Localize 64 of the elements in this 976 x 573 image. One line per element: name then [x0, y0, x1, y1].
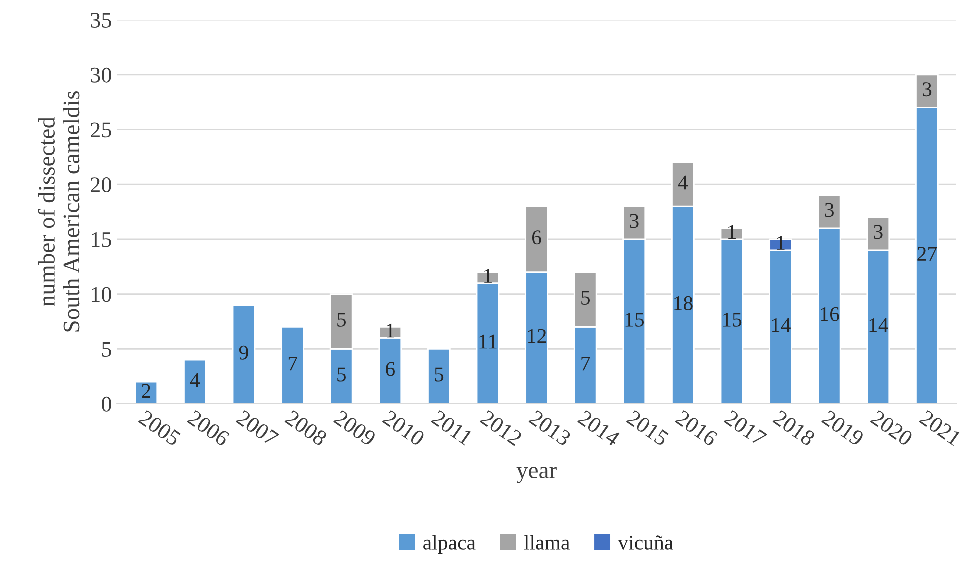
- data-label: 16: [821, 307, 840, 322]
- x-tick-label: 2019: [821, 410, 865, 447]
- data-label: 27: [918, 247, 938, 261]
- data-label: 5: [582, 291, 590, 305]
- y-tick-label: 35: [91, 13, 112, 28]
- data-label: 1: [484, 269, 492, 283]
- y-tick-label: 20: [91, 178, 112, 193]
- x-tick-label: 2005: [138, 410, 182, 447]
- data-label: 3: [874, 225, 883, 240]
- x-tick-label: 2017: [724, 410, 768, 447]
- x-tick-label: 2015: [626, 410, 670, 447]
- data-label: 6: [386, 362, 395, 376]
- bar: [281, 326, 304, 404]
- data-label: 7: [582, 356, 590, 371]
- data-label: 3: [922, 82, 932, 97]
- data-label: 11: [480, 334, 497, 349]
- data-label: 2: [142, 384, 150, 398]
- bar: [134, 381, 158, 404]
- data-label: 5: [435, 368, 444, 382]
- x-tick-label: 2010: [382, 410, 426, 447]
- data-label: 14: [772, 318, 791, 332]
- y-tick-label: 0: [102, 396, 112, 412]
- data-label: 9: [239, 346, 248, 360]
- x-tick-label: 2012: [480, 410, 524, 446]
- data-label: 1: [728, 225, 736, 239]
- bar: [232, 304, 256, 404]
- bar: [184, 359, 207, 404]
- data-label: 6: [532, 230, 542, 245]
- x-tick-label: 2009: [333, 410, 377, 447]
- x-tick-label: 2006: [187, 410, 231, 447]
- y-axis-title: number of dissected South American cameldis: [38, 92, 80, 332]
- y-tick-label: 30: [91, 68, 112, 83]
- data-label: 5: [338, 368, 346, 382]
- data-label: 4: [678, 176, 688, 190]
- data-label: 7: [288, 356, 298, 371]
- data-label: 3: [825, 203, 834, 218]
- x-tick-label: 2008: [284, 410, 328, 447]
- data-label: 3: [630, 214, 639, 228]
- data-label: 15: [723, 312, 742, 327]
- legend-label: llama: [524, 535, 570, 550]
- x-tick-label: 2013: [528, 410, 572, 447]
- data-label: 15: [626, 312, 644, 327]
- legend-label: vicuña: [618, 536, 674, 550]
- y-tick-label: 10: [92, 287, 112, 302]
- data-label: 4: [190, 373, 200, 388]
- x-tick-label: 2011: [431, 410, 474, 446]
- y-tick-label: 25: [91, 122, 112, 138]
- data-label: 14: [870, 318, 888, 332]
- x-tick-label: 2007: [236, 410, 280, 447]
- x-tick-label: 2021: [919, 410, 962, 446]
- data-label: 1: [777, 236, 785, 250]
- data-label: 18: [674, 296, 693, 310]
- x-tick-label: 2014: [577, 410, 622, 447]
- x-tick-label: 2018: [772, 410, 816, 447]
- data-label: 1: [387, 324, 394, 338]
- data-label: 5: [338, 313, 346, 327]
- x-axis-title: year: [516, 467, 557, 484]
- bar: [428, 348, 451, 404]
- legend-label: alpaca: [424, 535, 476, 554]
- x-tick-label: 2016: [675, 410, 719, 447]
- x-tick-label: 2020: [870, 410, 914, 447]
- data-label: 12: [528, 329, 546, 344]
- y-tick-label: 5: [102, 342, 112, 358]
- y-tick-label: 15: [92, 232, 112, 248]
